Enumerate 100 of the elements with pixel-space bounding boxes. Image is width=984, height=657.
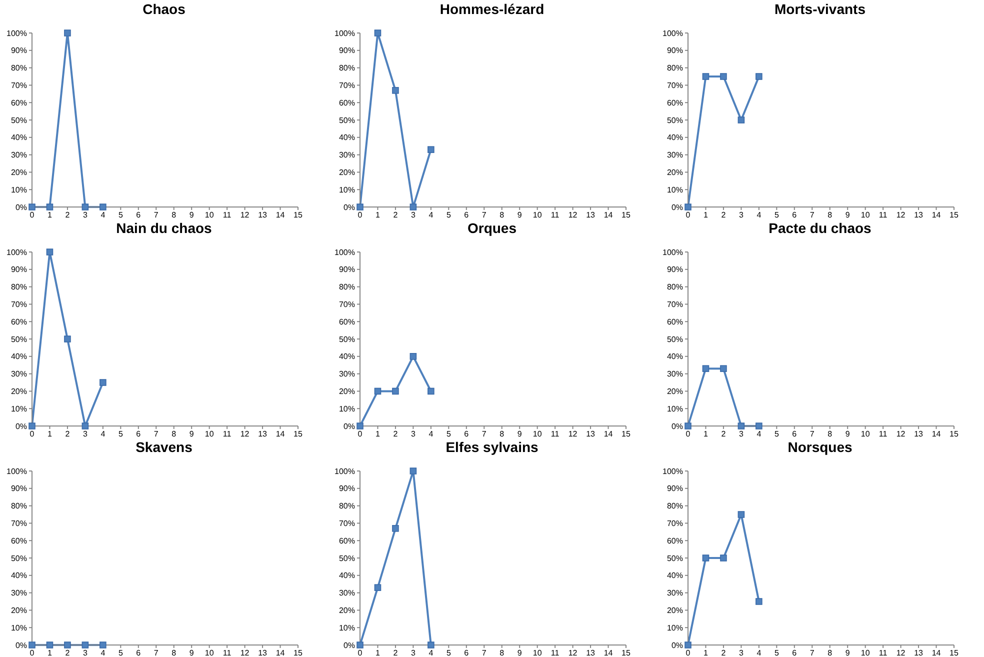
point — [702, 73, 710, 80]
x-tick-label: 11 — [878, 648, 888, 657]
x-tick-label: 6 — [464, 210, 470, 220]
y-tick-label: 80% — [666, 502, 683, 511]
x-tick-label: 14 — [604, 430, 614, 439]
x-tick-label: 4 — [756, 648, 762, 657]
x-tick-label: 0 — [30, 430, 35, 439]
y-tick-label: 60% — [666, 317, 683, 326]
point — [100, 379, 106, 386]
x-tick-label: 11 — [550, 430, 560, 439]
y-tick-label: 90% — [10, 265, 27, 274]
y-tick-label: 0% — [671, 202, 683, 212]
x-tick-label: 3 — [410, 648, 416, 657]
point — [756, 598, 762, 605]
y-tick-label: 40% — [666, 571, 683, 580]
y-tick-label: 40% — [338, 571, 355, 580]
x-tick-label: 6 — [464, 648, 470, 657]
y-tick-label: 40% — [10, 133, 27, 142]
y-tick-label: 50% — [10, 334, 27, 344]
x-tick-label: 15 — [622, 430, 631, 439]
x-tick-label: 8 — [828, 430, 833, 439]
y-tick-label: 100% — [662, 28, 683, 38]
y-tick-label: 90% — [10, 46, 27, 56]
y-tick-label: 90% — [666, 46, 683, 56]
x-tick-label: 0 — [358, 430, 363, 439]
x-tick-label: 7 — [482, 210, 487, 220]
x-tick-label: 14 — [276, 210, 286, 220]
chart-title: Orques — [466, 219, 518, 237]
x-tick-label: 13 — [258, 210, 268, 220]
y-tick-label: 60% — [666, 536, 683, 546]
x-tick-label: 3 — [410, 210, 416, 220]
y-tick-label: 10% — [666, 185, 683, 194]
point — [410, 353, 417, 360]
y-tick-label: 100% — [6, 248, 27, 257]
x-tick-label: 15 — [950, 648, 959, 657]
point — [392, 525, 399, 532]
y-tick-label: 60% — [338, 98, 355, 108]
point — [64, 336, 71, 342]
x-tick-label: 10 — [860, 210, 870, 220]
x-tick-label: 3 — [82, 648, 88, 657]
point — [738, 116, 745, 124]
y-tick-label: 80% — [338, 502, 355, 511]
x-tick-label: 7 — [810, 210, 815, 220]
y-tick-label: 90% — [666, 265, 683, 274]
x-tick-label: 12 — [568, 648, 578, 657]
x-tick-label: 1 — [704, 430, 709, 439]
x-tick-label: 8 — [500, 210, 505, 220]
x-tick-label: 7 — [154, 430, 159, 439]
x-tick-label: 3 — [410, 430, 416, 439]
y-tick-label: 60% — [338, 536, 355, 546]
y-tick-label: 70% — [666, 81, 683, 90]
y-tick-label: 20% — [338, 168, 355, 178]
y-tick-label: 70% — [10, 300, 27, 310]
x-tick-label: 7 — [810, 648, 815, 657]
point — [756, 73, 762, 80]
x-tick-label: 1 — [48, 430, 53, 439]
y-tick-label: 60% — [666, 98, 683, 108]
x-tick-label: 1 — [376, 430, 381, 439]
y-tick-label: 0% — [671, 422, 683, 431]
x-tick-label: 11 — [878, 210, 888, 220]
y-tick-label: 50% — [666, 554, 683, 563]
x-tick-label: 8 — [500, 430, 505, 439]
x-tick-label: 4 — [100, 210, 106, 220]
y-tick-label: 10% — [666, 404, 683, 414]
x-tick-label: 3 — [738, 648, 744, 657]
x-tick-label: 10 — [532, 430, 542, 439]
x-tick-label: 3 — [82, 210, 88, 220]
point — [410, 468, 417, 474]
x-tick-label: 13 — [914, 648, 924, 657]
x-tick-label: 2 — [65, 430, 70, 439]
y-tick-label: 30% — [10, 588, 27, 598]
y-tick-label: 90% — [338, 46, 355, 56]
x-tick-label: 13 — [914, 210, 924, 220]
x-tick-label: 5 — [118, 430, 124, 439]
x-tick-label: 15 — [294, 648, 303, 657]
x-tick-label: 11 — [878, 430, 888, 439]
point — [392, 87, 399, 94]
point — [738, 511, 745, 518]
y-tick-label: 90% — [338, 265, 355, 274]
point — [82, 422, 89, 430]
x-tick-label: 14 — [604, 648, 614, 657]
x-tick-label: 9 — [189, 648, 194, 657]
point — [46, 248, 54, 256]
x-tick-label: 11 — [222, 648, 232, 657]
y-tick-label: 20% — [338, 387, 355, 396]
chart-title: Chaos — [142, 0, 186, 18]
y-tick-label: 100% — [334, 248, 355, 257]
chart-title: Pacte du chaos — [768, 219, 872, 237]
x-tick-label: 10 — [532, 210, 542, 220]
x-tick-label: 1 — [376, 648, 381, 657]
y-tick-label: 10% — [338, 623, 355, 632]
x-tick-label: 2 — [393, 430, 398, 439]
x-tick-label: 12 — [896, 430, 906, 439]
x-tick-label: 10 — [204, 210, 214, 220]
y-tick-label: 30% — [338, 588, 355, 598]
chart-title: Nain du chaos — [115, 219, 213, 237]
x-tick-label: 11 — [222, 210, 232, 220]
x-tick-label: 13 — [258, 648, 268, 657]
x-tick-label: 8 — [500, 648, 505, 657]
x-tick-label: 5 — [446, 430, 452, 439]
